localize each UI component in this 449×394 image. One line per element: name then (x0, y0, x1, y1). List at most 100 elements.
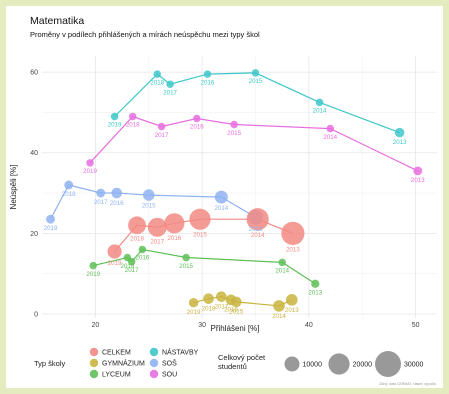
y-tick-label: 60 (30, 70, 38, 77)
legend-type-title: Typ školy (34, 359, 66, 368)
data-point-soš (214, 190, 228, 204)
data-point-lyceum (182, 253, 190, 262)
data-point-nástavby (251, 69, 260, 77)
legend-size-circle (328, 353, 350, 375)
legend-size-label: 30000 (404, 362, 424, 369)
data-label-lyceum: 2015 (179, 263, 193, 270)
legend-type-swatch (149, 347, 159, 357)
data-label-soš: 2018 (62, 191, 76, 198)
data-point-gymnázium (203, 293, 214, 304)
series-points (46, 69, 423, 312)
data-label-nástavby: 2013 (393, 139, 407, 146)
legend-size-label: 10000 (303, 362, 323, 369)
data-point-soš (142, 189, 155, 201)
legend-type-swatch (149, 358, 159, 368)
source-credit: Zdroj: data CERMAT, vlastní výpočty (379, 382, 436, 386)
legend-size-label: 20000 (353, 362, 373, 369)
data-point-nástavby (203, 70, 212, 78)
data-point-celkem (128, 216, 146, 235)
legend-size-items: 10000 20000 30000 (284, 351, 424, 377)
data-point-nástavby (110, 112, 119, 121)
legend-size-title-line2: studentů (218, 362, 247, 371)
data-point-sou (230, 120, 238, 129)
x-axis-label: Přihlášeni [%] (211, 324, 260, 333)
data-point-lyceum (278, 258, 286, 267)
data-label-lyceum: 2017 (125, 267, 139, 274)
data-label-sou: 2014 (323, 134, 337, 141)
data-label-soš: 2016 (110, 200, 124, 207)
legend-type-label: SOU (162, 372, 177, 379)
data-label-lyceum: 2013 (308, 289, 322, 296)
chart-title: Matematika (30, 15, 84, 27)
data-point-gymnázium (216, 291, 227, 302)
data-point-nástavby (315, 98, 324, 107)
y-tick-label: 0 (34, 311, 38, 318)
legend-size-title-line1: Celkový počet (218, 353, 266, 362)
data-point-lyceum (89, 261, 97, 270)
data-label-nástavby: 2016 (201, 79, 215, 86)
data-point-nástavby (166, 80, 174, 88)
x-tick-label: 20 (91, 322, 99, 329)
data-label-lyceum: 2018 (121, 263, 135, 270)
data-point-soš (111, 187, 123, 199)
data-label-gymnázium: 2019 (187, 309, 201, 316)
x-tick-label: 30 (198, 322, 206, 329)
data-point-gymnázium (273, 300, 285, 312)
chart-subtitle: Proměny v podílech přihlášených a mírách… (30, 30, 260, 39)
grid (42, 56, 437, 318)
data-label-sou: 2019 (83, 168, 97, 175)
data-label-soš: 2013 (249, 226, 263, 233)
data-label-sou: 2013 (411, 177, 425, 184)
data-label-soš: 2015 (142, 202, 156, 209)
data-point-sou (326, 124, 334, 133)
data-point-celkem (281, 221, 305, 245)
data-point-gymnázium (188, 297, 199, 308)
legend-type-label: GYMNÁZIUM (102, 359, 145, 368)
data-point-soš (96, 188, 106, 198)
data-label-gymnázium: 2015 (229, 309, 243, 316)
data-point-gymnázium (286, 294, 298, 306)
y-tick-label: 40 (30, 150, 38, 157)
data-point-celkem (189, 208, 211, 230)
legend-type-label: SOŠ (162, 359, 177, 368)
data-label-celkem: 2015 (193, 231, 207, 238)
data-label-celkem: 2014 (251, 232, 265, 239)
data-point-lyceum (138, 245, 147, 254)
data-label-sou: 2015 (227, 130, 241, 137)
data-label-gymnázium: 2014 (272, 313, 286, 320)
data-label-nástavby: 2017 (163, 89, 177, 96)
legend: Typ školy CELKEM GYMNÁZIUM LYCEUM NÁSTAVBY S… (34, 348, 424, 379)
chart-frame: Matematika Proměny v podílech přihlášený… (6, 6, 443, 388)
legend-type-label: LYCEUM (102, 372, 131, 379)
data-label-celkem: 2013 (286, 246, 300, 253)
data-point-celkem (107, 244, 122, 259)
data-label-nástavby: 2019 (108, 122, 122, 129)
data-point-sou (193, 114, 201, 123)
data-label-celkem: 2019 (108, 260, 122, 267)
y-tick-label: 20 (30, 231, 38, 238)
data-label-gymnázium: 2013 (285, 307, 299, 314)
axes: 20 30 40 50 0 20 40 60 (30, 70, 419, 329)
data-point-lyceum (127, 257, 136, 266)
data-label-soš: 2014 (214, 205, 228, 212)
data-label-soš: 2017 (94, 199, 108, 206)
data-point-sou (128, 112, 137, 121)
data-label-sou: 2018 (126, 122, 140, 129)
data-point-soš (64, 180, 74, 190)
legend-type-swatch (89, 347, 99, 357)
data-label-celkem: 2016 (167, 235, 181, 242)
data-point-gymnázium (230, 296, 242, 308)
legend-type-swatch (149, 369, 159, 379)
data-label-sou: 2016 (190, 124, 204, 131)
data-point-sou (86, 159, 94, 167)
data-point-celkem (246, 208, 269, 231)
legend-size-circle (284, 356, 300, 372)
data-label-gymnázium: 2017 (214, 303, 228, 310)
legend-type-label: CELKEM (102, 350, 131, 357)
legend-type-items: CELKEM GYMNÁZIUM LYCEUM NÁSTAVBY SOŠ SOU (89, 347, 199, 379)
data-label-gymnázium: 2018 (202, 305, 216, 312)
legend-type-swatch (89, 358, 99, 368)
x-tick-label: 40 (305, 322, 313, 329)
y-axis-label: Neúspěli [%] (9, 165, 18, 210)
data-label-nástavby: 2018 (150, 79, 164, 86)
